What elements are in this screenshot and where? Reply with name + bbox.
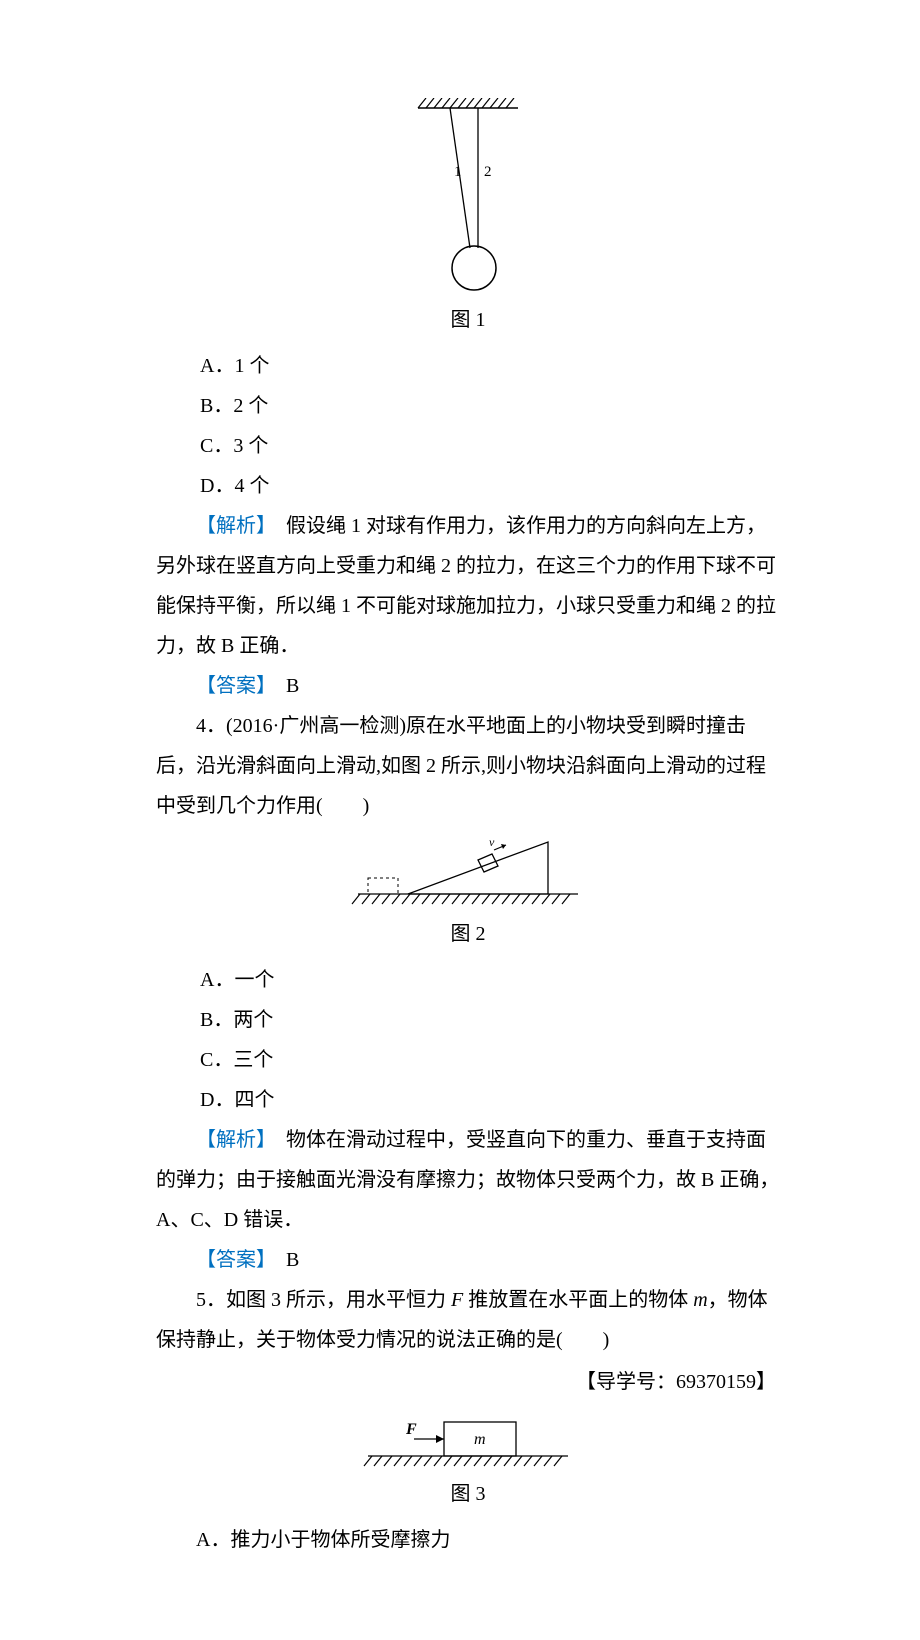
answer-label: 答案 (216, 675, 256, 697)
q3-analysis: 【解析】 假设绳 1 对球有作用力，该作用力的方向斜向左上方，另外球在竖直方向上… (156, 506, 780, 666)
q5-stem-mid: 推放置在水平面上的物体 (463, 1289, 693, 1311)
q4-option-a: A．一个 (200, 960, 500, 1000)
q5-stem: 5．如图 3 所示，用水平恒力 F 推放置在水平面上的物体 m，物体保持静止，关… (156, 1280, 780, 1360)
rope-1-label: 1 (454, 164, 462, 180)
q5-option-a: A．推力小于物体所受摩擦力 (156, 1520, 780, 1560)
q5-var-m: m (693, 1289, 707, 1311)
q3-answer-text: B (286, 675, 299, 697)
q3-option-b: B．2 个 (200, 386, 500, 426)
q3-answer: 【答案】 B (156, 666, 780, 706)
figure-3-caption: 图 3 (451, 1474, 486, 1514)
guide-number: 【导学号：69370159】 (156, 1362, 780, 1402)
q4-stem-text: 4．(2016·广州高一检测)原在水平地面上的小物块受到瞬时撞击后，沿光滑斜面向… (156, 715, 766, 817)
q4-stem: 4．(2016·广州高一检测)原在水平地面上的小物块受到瞬时撞击后，沿光滑斜面向… (156, 706, 780, 826)
force-label: F (405, 1421, 417, 1438)
q4-option-d: D．四个 (200, 1080, 500, 1120)
figure-3: m F 图 3 (156, 1410, 780, 1514)
q5-stem-pre: 5．如图 3 所示，用水平恒力 (196, 1289, 451, 1311)
q3-options: A．1 个 B．2 个 C．3 个 D．4 个 (156, 346, 780, 506)
q4-analysis: 【解析】 物体在滑动过程中，受竖直向下的重力、垂直于支持面的弹力；由于接触面光滑… (156, 1120, 780, 1240)
q3-option-d: D．4 个 (200, 466, 500, 506)
page: 1 2 图 1 A．1 个 B．2 个 C．3 个 D．4 个 【解析】 假设绳… (0, 0, 920, 1640)
analysis-label: 解析 (216, 515, 256, 537)
mass-label: m (474, 1431, 486, 1448)
q5-var-F: F (451, 1289, 463, 1311)
q4-options: A．一个 B．两个 C．三个 D．四个 (156, 960, 780, 1120)
answer-label-2: 答案 (216, 1249, 256, 1271)
q5-stem-end: ) (603, 1329, 610, 1351)
q4-answer: 【答案】 B (156, 1240, 780, 1280)
figure-2-caption: 图 2 (451, 914, 486, 954)
analysis-label-2: 解析 (216, 1129, 256, 1151)
figure-1: 1 2 图 1 (156, 98, 780, 340)
rope-2-label: 2 (484, 164, 492, 180)
q4-option-c: C．三个 (200, 1040, 500, 1080)
velocity-label: v (489, 835, 495, 849)
q4-answer-text: B (286, 1249, 299, 1271)
q4-option-b: B．两个 (200, 1000, 500, 1040)
q3-option-a: A．1 个 (200, 346, 500, 386)
q3-option-c: C．3 个 (200, 426, 500, 466)
figure-2-svg: v (348, 834, 588, 912)
figure-1-svg: 1 2 (398, 98, 538, 298)
figure-2: v 图 2 (156, 834, 780, 954)
q4-stem-paren: ) (363, 795, 370, 817)
figure-3-svg: m F (348, 1410, 588, 1472)
figure-1-caption: 图 1 (451, 300, 486, 340)
